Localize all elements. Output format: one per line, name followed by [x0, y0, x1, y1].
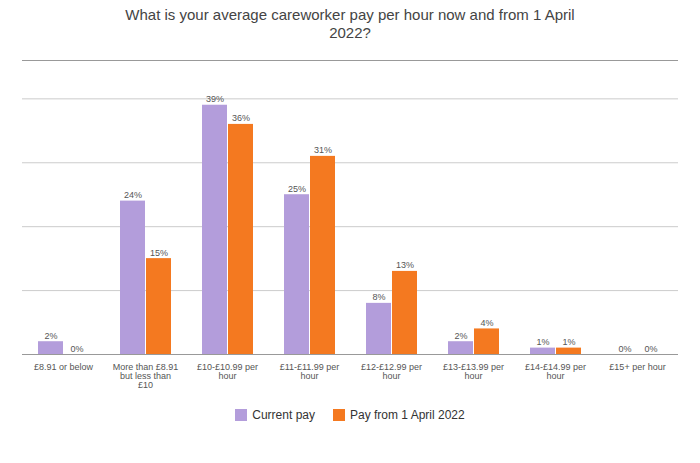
svg-text:£10-£10.99 perhour: £10-£10.99 perhour	[197, 362, 258, 381]
svg-text:1%: 1%	[536, 337, 549, 347]
svg-text:25%: 25%	[288, 184, 306, 194]
svg-text:1%: 1%	[562, 337, 575, 347]
svg-text:£8.91 or below: £8.91 or below	[34, 362, 94, 372]
svg-text:£13-£13.99 perhour: £13-£13.99 perhour	[443, 362, 504, 381]
html-text:Current pay: Current pay	[252, 408, 315, 422]
svg-text:£11-£11.99 perhour: £11-£11.99 perhour	[280, 362, 340, 381]
svg-text:More than £8.91but less than£1: More than £8.91but less than£10	[113, 362, 179, 390]
svg-text:31%: 31%	[314, 145, 332, 155]
svg-text:4%: 4%	[480, 318, 493, 328]
html-text:What is your average careworke: What is your average careworker pay per …	[125, 6, 575, 41]
svg-text:2%: 2%	[44, 331, 57, 341]
svg-text:8%: 8%	[372, 292, 385, 302]
svg-text:15%: 15%	[150, 248, 168, 258]
svg-text:36%: 36%	[232, 113, 250, 123]
svg-text:£15+ per hour: £15+ per hour	[609, 362, 665, 372]
svg-text:0%: 0%	[644, 344, 657, 354]
svg-text:0%: 0%	[70, 344, 83, 354]
svg-text:24%: 24%	[124, 190, 142, 200]
svg-text:13%: 13%	[396, 260, 414, 270]
svg-text:0%: 0%	[618, 344, 631, 354]
svg-text:£12-£12.99 perhour: £12-£12.99 perhour	[361, 362, 422, 381]
svg-text:2%: 2%	[454, 331, 467, 341]
svg-text:39%: 39%	[206, 94, 224, 104]
html-text:Pay from 1 April 2022: Pay from 1 April 2022	[350, 408, 465, 422]
svg-text:£14-£14.99 perhour: £14-£14.99 perhour	[525, 362, 586, 381]
